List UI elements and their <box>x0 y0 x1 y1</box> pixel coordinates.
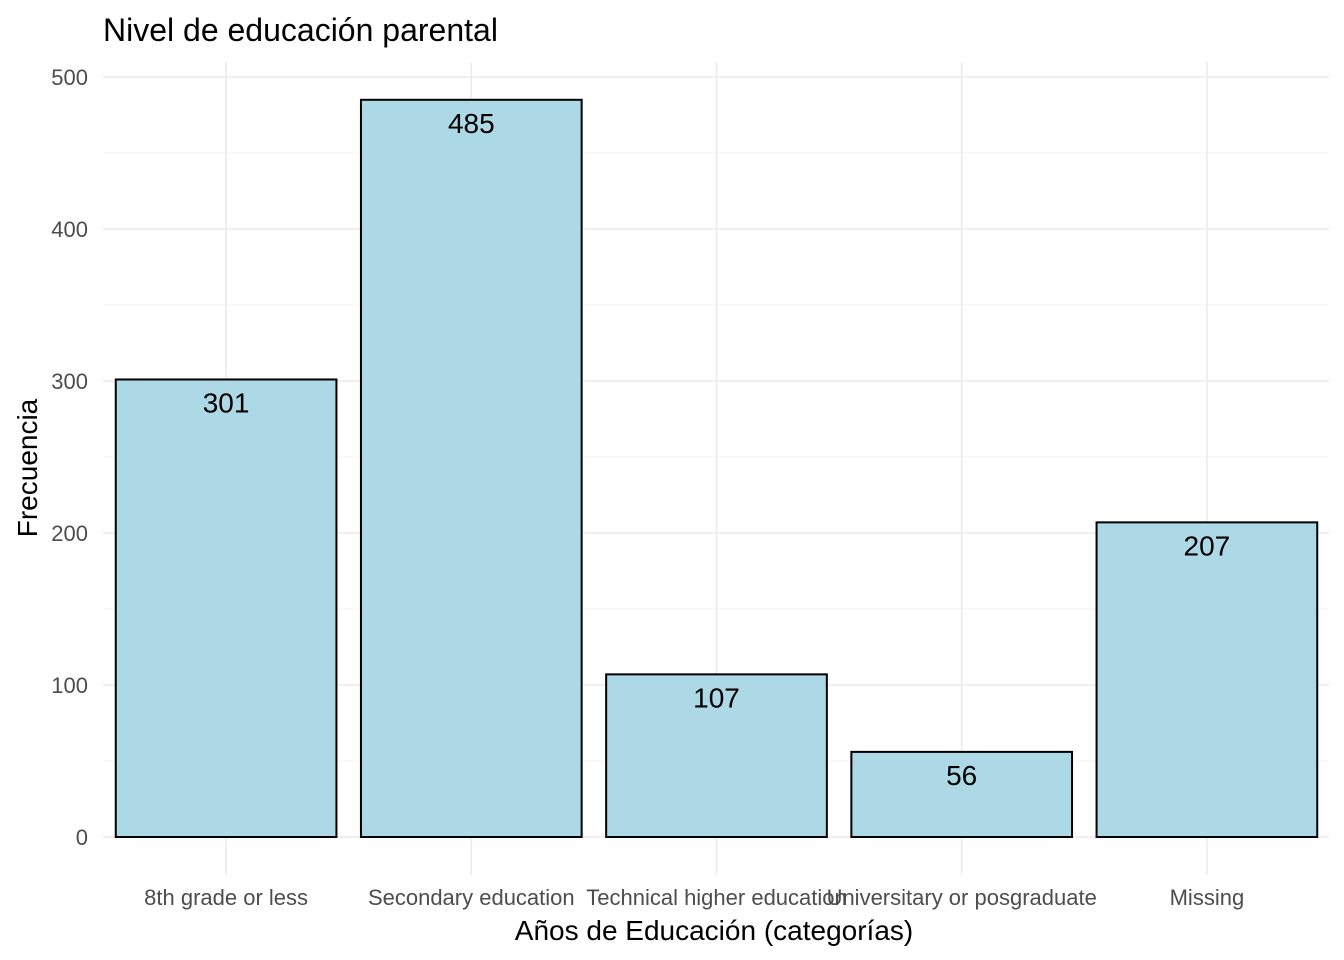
x-tick-label: Universitary or posgraduate <box>827 885 1097 910</box>
bar <box>359 98 583 839</box>
x-axis-ticks: 8th grade or less Secondary education Tech… <box>144 885 1244 910</box>
x-axis-title: Años de Educación (categorías) <box>515 915 913 946</box>
y-tick-label: 200 <box>51 521 88 546</box>
bar-value-label: 107 <box>693 682 740 713</box>
bar <box>1095 521 1319 838</box>
bar-value-label: 485 <box>448 108 495 139</box>
y-tick-label: 0 <box>76 825 88 850</box>
bar <box>114 378 338 838</box>
y-tick-label: 500 <box>51 65 88 90</box>
x-tick-label: Secondary education <box>368 885 575 910</box>
x-tick-label: Technical higher education <box>586 885 847 910</box>
bar <box>850 750 1074 839</box>
y-tick-label: 300 <box>51 369 88 394</box>
y-axis-title: Frecuencia <box>12 398 43 537</box>
x-tick-label: 8th grade or less <box>144 885 308 910</box>
bar <box>605 673 828 838</box>
x-tick-label: Missing <box>1170 885 1245 910</box>
chart-title: Nivel de educación parental <box>103 12 498 48</box>
y-tick-label: 400 <box>51 217 88 242</box>
y-tick-label: 100 <box>51 673 88 698</box>
y-axis-ticks: 0 100 200 300 400 500 <box>51 65 88 850</box>
bars-layer: 301 485 107 56 207 <box>114 98 1319 839</box>
bar-value-label: 301 <box>203 387 250 418</box>
bar-value-label: 207 <box>1184 530 1231 561</box>
bar-value-label: 56 <box>946 760 977 791</box>
